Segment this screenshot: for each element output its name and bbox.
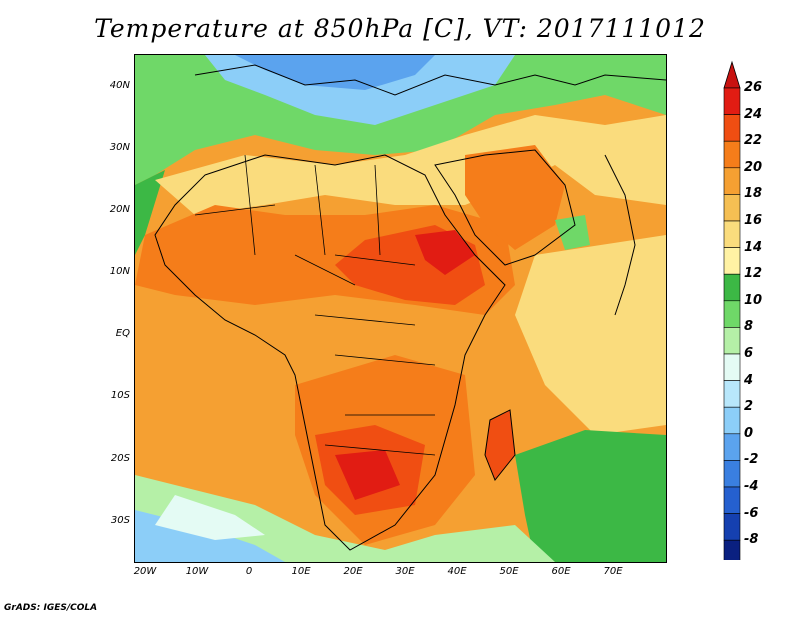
cyan-south bbox=[155, 495, 265, 540]
colorbar-label: 26 bbox=[744, 80, 763, 95]
colorbar-label: 2 bbox=[744, 399, 754, 415]
colorbar-segment bbox=[723, 460, 741, 488]
colorbar-segment bbox=[723, 433, 741, 461]
colorbar-label: 22 bbox=[744, 133, 763, 149]
europe-coastline bbox=[194, 64, 666, 96]
colorbar-label: 12 bbox=[744, 266, 763, 282]
colorbar-segment bbox=[723, 353, 741, 381]
lon-label-10e: 10E bbox=[291, 566, 311, 577]
lat-label-30n: 30N bbox=[109, 142, 130, 153]
yellow-indian bbox=[515, 235, 666, 435]
madagascar-outline bbox=[484, 409, 516, 481]
map-title: Temperature at 850hPa [C], VT: 201711101… bbox=[94, 14, 706, 43]
colorbar-label: -6 bbox=[744, 505, 759, 521]
colorbar-label: 10 bbox=[744, 292, 763, 308]
lat-label-eq: EQ bbox=[115, 328, 130, 339]
colorbar-label: -2 bbox=[744, 452, 759, 468]
lat-label-40n: 40N bbox=[109, 80, 130, 91]
colorbar-segment bbox=[723, 194, 741, 222]
red-madagascar bbox=[485, 410, 515, 480]
india-coastline bbox=[604, 154, 636, 316]
lat-label-20s: 20S bbox=[110, 453, 130, 464]
colorbar-segment bbox=[723, 380, 741, 408]
blue-europe-dark bbox=[235, 55, 435, 90]
lat-label-30s: 30S bbox=[110, 515, 130, 526]
lon-label-70e: 70E bbox=[603, 566, 623, 577]
colorbar bbox=[723, 60, 741, 560]
colorbar-label: 24 bbox=[744, 106, 763, 122]
colorbar-label: 8 bbox=[744, 319, 754, 335]
green-arabia-patch bbox=[555, 215, 590, 250]
lat-label-10n: 10N bbox=[109, 266, 130, 277]
colorbar-segment bbox=[723, 114, 741, 142]
colorbar-label: 4 bbox=[744, 372, 754, 388]
colorbar-label: -4 bbox=[744, 479, 759, 494]
africa-coastline bbox=[154, 154, 506, 551]
lon-label-30e: 30E bbox=[395, 566, 415, 577]
colorbar-label: 18 bbox=[744, 186, 763, 202]
lon-label-40e: 40E bbox=[447, 566, 467, 577]
map-frame bbox=[134, 54, 667, 563]
colorbar-segment bbox=[723, 406, 741, 435]
colorbar-label: 0 bbox=[744, 425, 754, 441]
lon-label-20e: 20E bbox=[343, 566, 363, 577]
border-lines bbox=[194, 154, 436, 456]
colorbar-segment bbox=[723, 140, 741, 169]
colorbar-segment bbox=[723, 513, 741, 541]
lat-label-20n: 20N bbox=[109, 204, 130, 215]
lon-label-60e: 60E bbox=[551, 566, 571, 577]
colorbar-top-arrow bbox=[723, 60, 741, 89]
colorbar-segment bbox=[723, 273, 741, 302]
temperature-map bbox=[135, 55, 666, 562]
lat-label-10s: 10S bbox=[110, 390, 130, 401]
lon-label-20w: 20W bbox=[133, 566, 157, 577]
colorbar-label: 16 bbox=[744, 213, 763, 228]
lon-label-0: 0 bbox=[245, 566, 253, 577]
colorbar-segment bbox=[723, 167, 741, 195]
red-kalahari-core bbox=[335, 450, 400, 500]
red-ethiopia bbox=[415, 230, 475, 275]
colorbar-segment bbox=[723, 247, 741, 275]
colorbar-label: 20 bbox=[744, 159, 763, 175]
colorbar-segment bbox=[723, 220, 741, 248]
green-south-ocean-east bbox=[515, 430, 666, 562]
colorbar-segment bbox=[723, 300, 741, 328]
arabia-coastline bbox=[434, 149, 576, 266]
yellow-sahara bbox=[155, 115, 666, 215]
colorbar-segment bbox=[723, 486, 741, 514]
orange-arabia bbox=[465, 145, 565, 250]
lon-label-10w: 10W bbox=[185, 566, 209, 577]
west-atlantic-green bbox=[135, 170, 165, 255]
grads-credit: GrADS: IGES/COLA bbox=[4, 603, 98, 613]
colorbar-label: 6 bbox=[744, 346, 754, 361]
colorbar-segment bbox=[723, 327, 741, 355]
colorbar-segment bbox=[723, 539, 741, 560]
lon-label-50e: 50E bbox=[499, 566, 519, 577]
colorbar-label: -8 bbox=[744, 532, 759, 548]
colorbar-segment bbox=[723, 87, 741, 115]
colorbar-label: 14 bbox=[744, 239, 763, 255]
